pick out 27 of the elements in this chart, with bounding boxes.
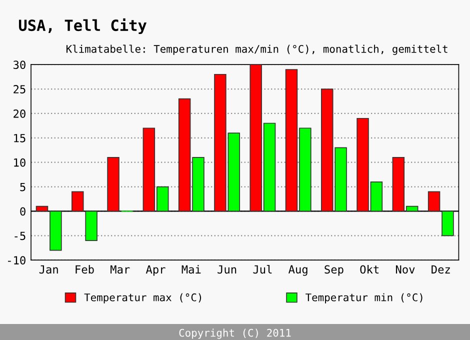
y-tick-label: 25 (14, 85, 26, 94)
x-tick-label: Mar (110, 265, 130, 274)
x-tick-label: Sep (324, 265, 344, 276)
y-tick-label: 0 (20, 207, 26, 216)
y-tick-label: 10 (14, 158, 26, 167)
x-tick-label: Apr (146, 265, 166, 276)
y-tick-label: 20 (14, 109, 26, 118)
x-tick-label: Jul (253, 264, 272, 274)
legend-label: Temperatur min (°C) (306, 293, 422, 304)
x-tick-label: Jan (39, 265, 58, 274)
y-tick-label: 5 (20, 182, 26, 192)
y-tick-label: -10 (8, 256, 26, 265)
x-tick-label: Jun (218, 265, 236, 274)
y-tick-label: 15 (14, 134, 26, 142)
x-tick-label: Aug (288, 265, 308, 276)
x-tick-label: Mai (182, 265, 201, 274)
chart-subtitle: Klimatabelle: Temperaturen max/min (°C), monatlich, gemittelt (66, 44, 448, 55)
x-tick-label: Feb (76, 265, 94, 274)
bar (107, 157, 120, 212)
legend-label: Temperatur max (°C) (84, 293, 202, 304)
x-tick-label: Nov (396, 265, 415, 274)
x-tick-label: Okt (360, 265, 379, 274)
y-tick-label: 30 (14, 60, 26, 70)
x-tick-label: Dez (432, 265, 450, 274)
text: Copyright (C) 2011 (179, 328, 291, 339)
y-tick-label: -5 (14, 232, 26, 240)
chart-title: USA, Tell City (18, 18, 147, 34)
